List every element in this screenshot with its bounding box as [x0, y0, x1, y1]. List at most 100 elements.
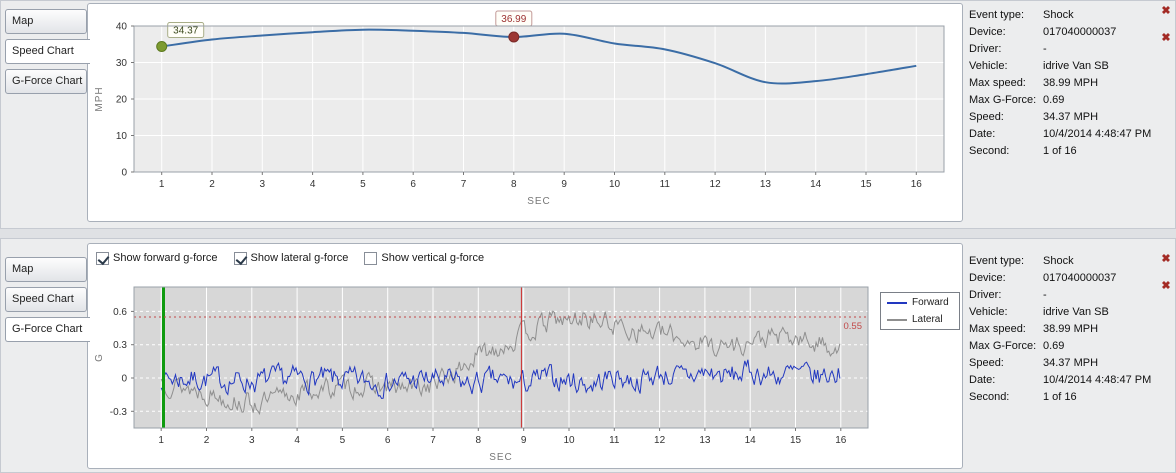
svg-text:13: 13 [699, 435, 711, 446]
detail-row: Date: 10/4/2014 4:48:47 PM [969, 374, 1161, 387]
svg-text:0.55: 0.55 [844, 321, 863, 332]
svg-text:34.37: 34.37 [173, 26, 198, 37]
detail-value: 0.69 [1043, 94, 1065, 106]
tab-speed-chart[interactable]: Speed Chart [5, 39, 90, 64]
svg-text:2: 2 [209, 179, 215, 190]
detail-row: Vehicle: idrive Van SB [969, 60, 1161, 73]
legend-label-forward: Forward [912, 297, 949, 308]
svg-text:36.99: 36.99 [501, 14, 526, 25]
svg-text:5: 5 [340, 435, 346, 446]
svg-text:16: 16 [911, 179, 923, 190]
tab-strip-top: Map Speed Chart G-Force Chart [5, 9, 91, 99]
gforce-checkbox-row: Show forward g-force Show lateral g-forc… [96, 248, 484, 268]
detail-value: Shock [1043, 255, 1074, 267]
panel-edge-icons-top: ✖ ✖ [1159, 5, 1173, 44]
svg-text:10: 10 [609, 179, 621, 190]
svg-text:0.6: 0.6 [113, 307, 127, 318]
detail-label: Date: [969, 374, 996, 386]
detail-label: Device: [969, 26, 1006, 38]
svg-text:4: 4 [310, 179, 316, 190]
checkbox-box-forward[interactable] [96, 251, 109, 265]
checkbox-show-lateral-gforce[interactable]: Show lateral g-force [233, 251, 349, 265]
detail-row: Second: 1 of 16 [969, 391, 1161, 404]
speed-chart-panel: Map Speed Chart G-Force Chart 34.37 36.99… [0, 0, 1176, 229]
detail-value: 10/4/2014 4:48:47 PM [1043, 374, 1152, 386]
tab-map[interactable]: Map [5, 9, 87, 34]
svg-text:6: 6 [385, 435, 391, 446]
detail-row: Second: 1 of 16 [969, 145, 1161, 158]
detail-row: Max G-Force: 0.69 [969, 94, 1161, 107]
detail-label: Event type: [969, 255, 1025, 267]
svg-text:2: 2 [204, 435, 210, 446]
tab-gforce-chart[interactable]: G-Force Chart [5, 317, 90, 342]
svg-text:4: 4 [294, 435, 300, 446]
detail-value: 017040000037 [1043, 272, 1117, 284]
forward-line-swatch [887, 301, 907, 304]
gforce-chart-panel: Map Speed Chart G-Force Chart Show forwa… [0, 238, 1176, 473]
tab-gforce-chart[interactable]: G-Force Chart [5, 69, 87, 94]
svg-text:G: G [94, 353, 105, 362]
checkbox-box-vertical[interactable] [364, 251, 378, 265]
detail-label: Speed: [969, 111, 1004, 123]
detail-value: 0.69 [1043, 340, 1065, 352]
detail-value: 38.99 MPH [1043, 77, 1099, 89]
legend-item-forward: Forward [887, 297, 953, 308]
checkbox-box-lateral[interactable] [233, 251, 247, 265]
red-x-icon[interactable]: ✖ [1161, 280, 1171, 292]
svg-text:15: 15 [860, 179, 872, 190]
svg-text:40: 40 [116, 22, 128, 33]
svg-text:9: 9 [521, 435, 527, 446]
checkbox-show-forward-gforce[interactable]: Show forward g-force [96, 251, 218, 265]
panel-edge-icons-bottom: ✖ ✖ [1159, 253, 1173, 292]
checkbox-show-vertical-gforce[interactable]: Show vertical g-force [364, 251, 485, 265]
svg-text:8: 8 [476, 435, 482, 446]
svg-text:30: 30 [116, 58, 128, 69]
svg-text:9: 9 [561, 179, 567, 190]
svg-text:0: 0 [121, 168, 127, 179]
detail-row: Date: 10/4/2014 4:48:47 PM [969, 128, 1161, 141]
checkbox-label: Show lateral g-force [250, 252, 349, 264]
svg-text:7: 7 [461, 179, 467, 190]
event-details-bottom: Event type: Shock Device: 017040000037 Drive… [969, 255, 1161, 408]
svg-text:10: 10 [116, 131, 128, 142]
detail-value: 10/4/2014 4:48:47 PM [1043, 128, 1152, 140]
detail-label: Device: [969, 272, 1006, 284]
red-x-icon[interactable]: ✖ [1161, 32, 1171, 44]
checkbox-label: Show vertical g-force [381, 252, 485, 264]
tab-strip-bottom: Map Speed Chart G-Force Chart [5, 257, 91, 347]
red-x-icon[interactable]: ✖ [1161, 5, 1171, 17]
detail-row: Driver: - [969, 43, 1161, 56]
detail-value: idrive Van SB [1043, 306, 1109, 318]
detail-value: Shock [1043, 9, 1074, 21]
detail-value: idrive Van SB [1043, 60, 1109, 72]
detail-label: Vehicle: [969, 60, 1008, 72]
svg-text:SEC: SEC [527, 196, 551, 207]
tab-map[interactable]: Map [5, 257, 87, 282]
gforce-chart-card: Show forward g-force Show lateral g-forc… [87, 243, 963, 469]
detail-label: Driver: [969, 289, 1002, 301]
svg-text:12: 12 [654, 435, 666, 446]
gforce-chart: 0.551 2 3 4 5 6 7 8 9 10 11 12 13 14 15 16-0.300.30.6SE… [94, 286, 869, 463]
red-x-icon[interactable]: ✖ [1161, 253, 1171, 265]
detail-value: 34.37 MPH [1043, 111, 1099, 123]
svg-text:8: 8 [511, 179, 517, 190]
detail-row: Max speed: 38.99 MPH [969, 77, 1161, 90]
detail-label: Event type: [969, 9, 1025, 21]
detail-row: Max G-Force: 0.69 [969, 340, 1161, 353]
svg-text:0: 0 [121, 374, 127, 385]
detail-value: 1 of 16 [1043, 391, 1077, 403]
checkbox-label: Show forward g-force [113, 252, 218, 264]
detail-label: Max speed: [969, 77, 1026, 89]
detail-value: 1 of 16 [1043, 145, 1077, 157]
svg-text:5: 5 [360, 179, 366, 190]
tab-speed-chart[interactable]: Speed Chart [5, 287, 87, 312]
chart-legend: Forward Lateral [880, 292, 960, 330]
svg-text:-0.3: -0.3 [110, 407, 128, 418]
detail-label: Max G-Force: [969, 94, 1037, 106]
detail-value: 34.37 MPH [1043, 357, 1099, 369]
detail-row: Device: 017040000037 [969, 26, 1161, 39]
svg-text:6: 6 [410, 179, 416, 190]
svg-text:1: 1 [159, 179, 165, 190]
svg-text:14: 14 [745, 435, 757, 446]
